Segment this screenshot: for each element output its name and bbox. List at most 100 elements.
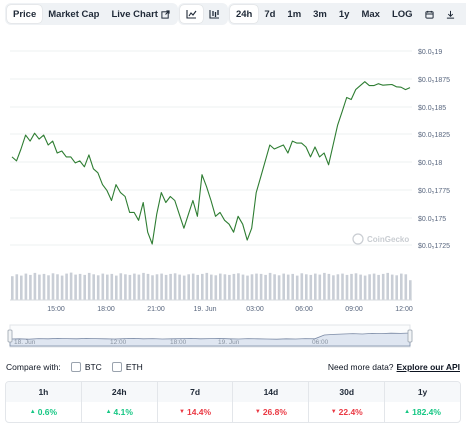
volume-bar [277,275,281,301]
range-24h[interactable]: 24h [229,5,259,23]
y-tick-label: $0.0₅1725 [418,243,450,250]
coingecko-logo-icon [352,233,364,245]
y-tick-label: $0.0₅1825 [418,132,450,139]
chart-type-tabs: Price Market Cap Live Chart [5,3,178,25]
range-1m[interactable]: 1m [281,5,307,23]
x-tick-label: 03:00 [246,306,264,313]
chart-toolbar: Price Market Cap Live Chart 24h 7d 1m 3m… [5,3,466,25]
volume-bar [169,273,172,300]
up-triangle-icon: ▲ [404,409,411,415]
up-triangle-icon: ▲ [105,409,112,415]
navigator-handle-right[interactable] [407,329,413,343]
navigator-label: 18:00 [170,339,187,346]
tab-live-chart[interactable]: Live Chart [105,5,175,23]
range-1y-label: 1y [338,8,350,20]
volume-bar [241,274,245,300]
volume-bar [286,274,290,300]
volume-bar [332,275,335,301]
fullscreen-button[interactable] [461,5,466,23]
volume-bar [232,273,236,300]
volume-bar [74,274,77,300]
range-navigator[interactable]: 18. Jun 12:00 18:00 19. Jun 06:00 [7,324,413,348]
volume-bar [155,274,159,300]
download-button[interactable] [440,5,461,23]
performance-table: 1h ▲ 0.6% 24h ▲ 4.1% 7d ▼ 14.4% 14d ▼ 26.8% … [5,381,461,423]
range-7d[interactable]: 7d [258,5,281,23]
price-chart[interactable]: $0.0₅19 $0.0₅1875 $0.0₅185 $0.0₅1825 $0.0₅18… [0,30,466,352]
volume-bar [29,274,32,300]
volume-bar [309,274,313,300]
volume-bar [295,275,299,300]
range-1y[interactable]: 1y [333,5,356,23]
range-3m[interactable]: 3m [307,5,333,23]
compare-btc-label[interactable]: BTC [84,362,102,372]
navigator-handle-left[interactable] [7,329,13,343]
volume-bar [151,275,154,301]
y-tick-label: $0.0₅1775 [418,188,450,195]
volume-bar [51,273,55,300]
volume-bar [33,272,37,300]
volume-bar [115,275,118,300]
tab-price-label: Price [13,8,37,20]
tab-price[interactable]: Price [7,5,43,23]
volume-bar [336,274,340,300]
range-3m-label: 3m [313,8,327,20]
volume-bar [268,272,272,300]
x-tick-label: 06:00 [295,306,313,313]
volume-bar [178,274,181,300]
compare-btc-checkbox[interactable] [70,362,81,372]
volume-bar [187,274,190,300]
explore-api-link[interactable]: Explore our API [396,362,460,372]
volume-bar [205,272,209,300]
download-icon [446,10,454,19]
volume-bar [237,273,240,300]
x-tick-label: 18:00 [97,306,115,313]
volume-bar [400,273,403,300]
chart-watermark: CoinGecko [352,233,409,245]
perf-period-1h: 1h [6,382,81,402]
volume-bar [124,274,127,300]
x-tick-label: 09:00 [345,306,363,313]
range-1m-label: 1m [287,8,302,20]
volume-bars [10,272,412,301]
perf-value-24h-text: 4.1% [113,407,133,417]
volume-bar [381,273,385,300]
date-picker-button[interactable] [419,5,440,23]
chart-gridlines [10,50,412,246]
range-max[interactable]: Max [355,5,385,23]
range-24h-label: 24h [235,8,253,20]
log-scale-label: LOG [391,8,413,20]
y-tick-label: $0.0₅18 [418,160,442,167]
volume-bar [133,273,136,300]
volume-bar [196,274,199,300]
volume-bar [92,274,95,300]
volume-bar [350,273,353,300]
chart-style-toggle [177,3,228,25]
log-scale-toggle[interactable]: LOG [386,5,419,23]
perf-value-1y-text: 182.4% [412,407,441,417]
range-tabs: 24h 7d 1m 3m 1y Max LOG [227,3,466,25]
volume-bar [11,276,14,300]
volume-bar [146,273,150,300]
candlestick-chart-button[interactable] [203,5,226,23]
volume-bar [259,273,263,300]
compare-eth-label[interactable]: ETH [125,362,143,372]
perf-value-1h: ▲ 0.6% [6,402,81,422]
compare-label: Compare with: [6,362,61,372]
down-triangle-icon: ▼ [330,409,337,415]
tab-market-cap[interactable]: Market Cap [42,5,105,23]
compare-eth-checkbox[interactable] [111,362,122,372]
volume-bar [119,273,123,300]
tab-live-chart-label: Live Chart [111,8,158,20]
calendar-icon [424,10,434,19]
perf-col-1y: 1y ▲ 182.4% [384,382,460,422]
volume-bar [404,274,408,300]
down-triangle-icon: ▼ [254,409,261,415]
perf-col-30d: 30d ▼ 22.4% [308,382,385,422]
volume-bar [223,274,227,300]
volume-bar [106,274,109,300]
line-chart-button[interactable] [179,5,203,23]
volume-bar [273,274,276,300]
coingecko-watermark-text: CoinGecko [367,235,409,244]
volume-bar [246,275,249,300]
